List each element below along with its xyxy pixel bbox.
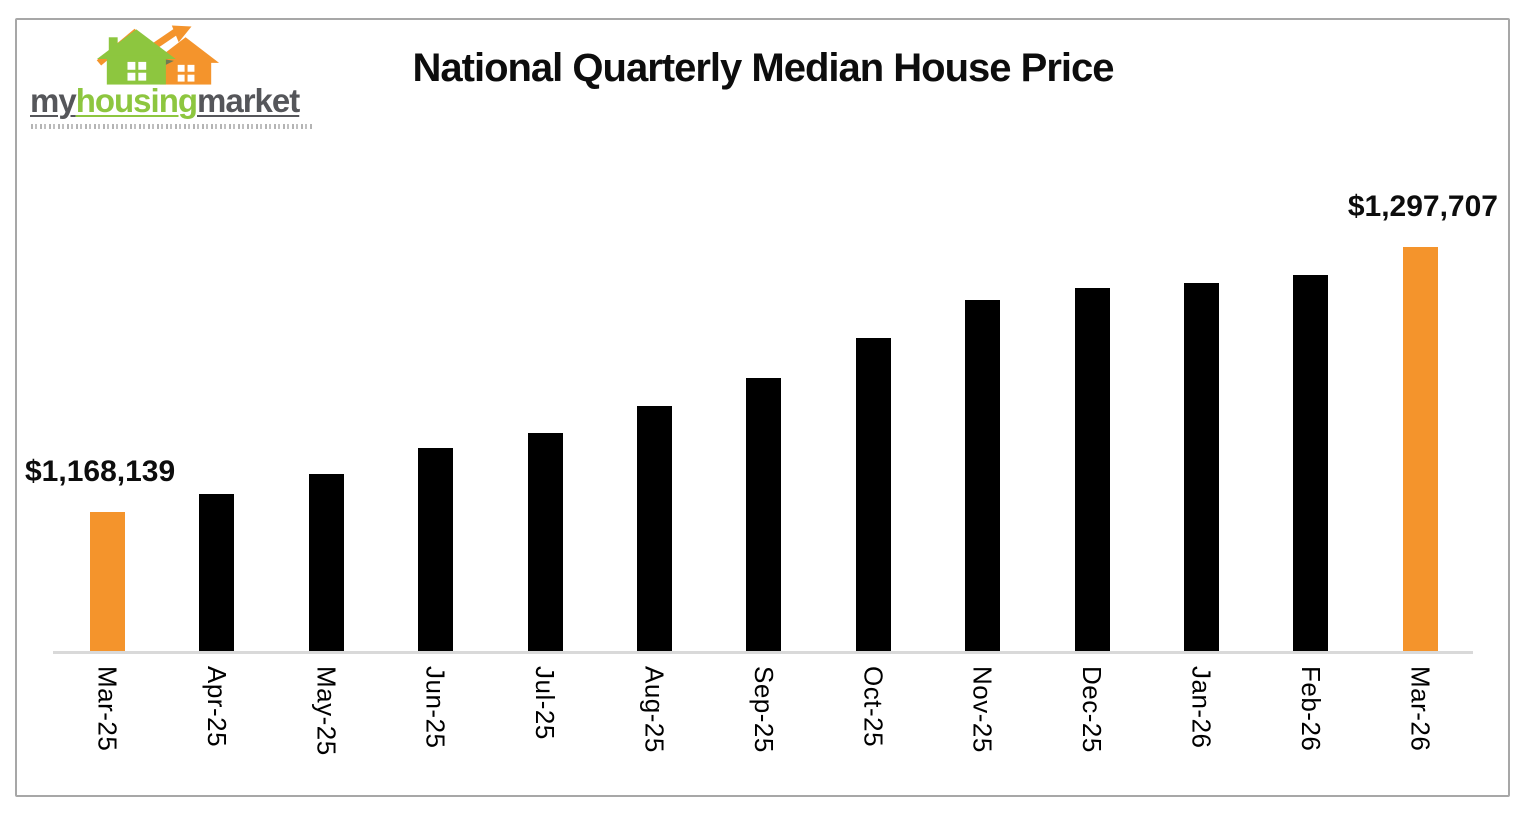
x-axis-label-feb-26: Feb-26 [1295, 666, 1326, 752]
data-label-mar-26: $1,297,707 [1347, 190, 1498, 223]
x-axis-label-jul-25: Jul-25 [530, 666, 561, 740]
bar-sep-25 [746, 378, 782, 651]
bar-jan-26 [1184, 283, 1219, 651]
x-axis-label-dec-25: Dec-25 [1077, 666, 1108, 753]
bar-dec-25 [1074, 288, 1110, 651]
bar-nov-25 [965, 300, 1001, 651]
logo-tagline [31, 124, 314, 129]
bar-may-25 [308, 474, 344, 651]
x-axis-label-apr-25: Apr-25 [201, 666, 232, 748]
x-axis-label-aug-25: Aug-25 [639, 666, 670, 753]
bar-aug-25 [637, 406, 672, 651]
logo-wordmark-housing: housing [75, 82, 198, 119]
x-axis-label-may-25: May-25 [311, 666, 342, 756]
x-axis-label-nov-25: Nov-25 [967, 666, 998, 753]
x-axis-label-jun-25: Jun-25 [420, 666, 451, 749]
data-label-mar-25: $1,168,139 [25, 455, 176, 488]
bar-jul-25 [527, 433, 563, 651]
bar-oct-25 [855, 338, 891, 651]
logo-wordmark: myhousingmarket [30, 84, 300, 117]
bar-jun-25 [418, 448, 454, 651]
bar-mar-26 [1402, 247, 1438, 651]
chart-title: National Quarterly Median House Price [412, 46, 1115, 90]
logo-wordmark-market: market [197, 82, 300, 119]
bar-feb-26 [1293, 275, 1329, 651]
x-axis-label-jan-26: Jan-26 [1186, 666, 1217, 749]
x-axis-label-mar-25: Mar-25 [92, 666, 123, 752]
x-axis-label-sep-25: Sep-25 [748, 666, 779, 753]
x-axis-line [53, 651, 1473, 654]
bar-mar-25 [90, 512, 125, 651]
x-axis-label-oct-25: Oct-25 [858, 666, 889, 748]
bar-apr-25 [199, 494, 235, 651]
x-axis-label-mar-26: Mar-26 [1405, 666, 1436, 752]
logo-wordmark-my: my [30, 82, 77, 119]
houses-arrow-icon [96, 25, 220, 85]
